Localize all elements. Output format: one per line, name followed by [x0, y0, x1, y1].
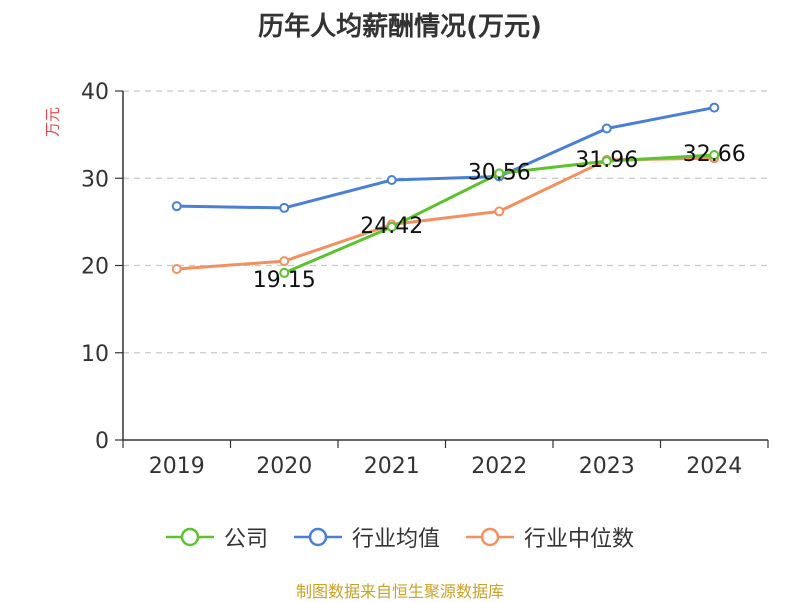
- data-point: [601, 123, 612, 134]
- data-label: 19.15: [253, 268, 316, 293]
- data-point: [386, 221, 397, 232]
- y-tick-label: 20: [81, 255, 109, 280]
- data-source-note: 制图数据来自恒生聚源数据库: [295, 582, 504, 601]
- axes: 0 10 20 30 40 2019 2020 2021 2022 2023 2024: [81, 80, 769, 479]
- data-point: [279, 267, 290, 278]
- y-tick-label: 0: [95, 429, 109, 454]
- x-tick-label: 2022: [471, 454, 527, 479]
- series-line: [176, 156, 715, 271]
- legend-line-icon: [466, 527, 514, 547]
- data-point: [171, 201, 182, 212]
- x-tick-label: 2023: [579, 454, 635, 479]
- legend-line-icon: [165, 527, 214, 547]
- data-label: 32.66: [683, 142, 746, 167]
- y-tick-label: 10: [81, 342, 109, 367]
- legend: 公司 行业均值 行业中位数: [0, 520, 800, 554]
- data-point: [709, 150, 720, 161]
- legend-label: 行业中位数: [524, 527, 635, 552]
- data-label: 30.56: [468, 160, 531, 185]
- data-label: 24.42: [360, 214, 423, 239]
- x-tick-label: 2019: [149, 454, 205, 479]
- data-labels: 19.15 24.42 30.56 31.96 32.66: [253, 142, 746, 293]
- data-point: [709, 102, 720, 113]
- data-point: [279, 202, 290, 213]
- data-point: [386, 174, 397, 185]
- legend-item-company[interactable]: 公司: [165, 521, 268, 553]
- chart-title: 历年人均薪酬情况(万元): [258, 12, 542, 42]
- legend-item-industry-median[interactable]: 行业中位数: [466, 521, 634, 553]
- series-group: [171, 102, 720, 278]
- legend-line-icon: [293, 527, 342, 547]
- data-label: 31.96: [575, 148, 638, 173]
- legend-label: 公司: [223, 527, 268, 552]
- x-tick-label: 2021: [364, 454, 420, 479]
- y-tick-label: 30: [81, 167, 109, 192]
- data-point: [494, 206, 505, 217]
- y-tick-label: 40: [81, 80, 109, 105]
- x-tick-label: 2020: [256, 454, 312, 479]
- legend-label: 行业均值: [351, 527, 440, 552]
- data-point: [171, 263, 182, 274]
- data-point: [494, 168, 505, 179]
- x-tick-label: 2024: [686, 454, 742, 479]
- data-point: [279, 256, 290, 267]
- data-point: [601, 156, 612, 167]
- grid-lines: [123, 90, 768, 354]
- series-line: [176, 106, 715, 210]
- legend-item-industry-mean[interactable]: 行业均值: [293, 521, 440, 553]
